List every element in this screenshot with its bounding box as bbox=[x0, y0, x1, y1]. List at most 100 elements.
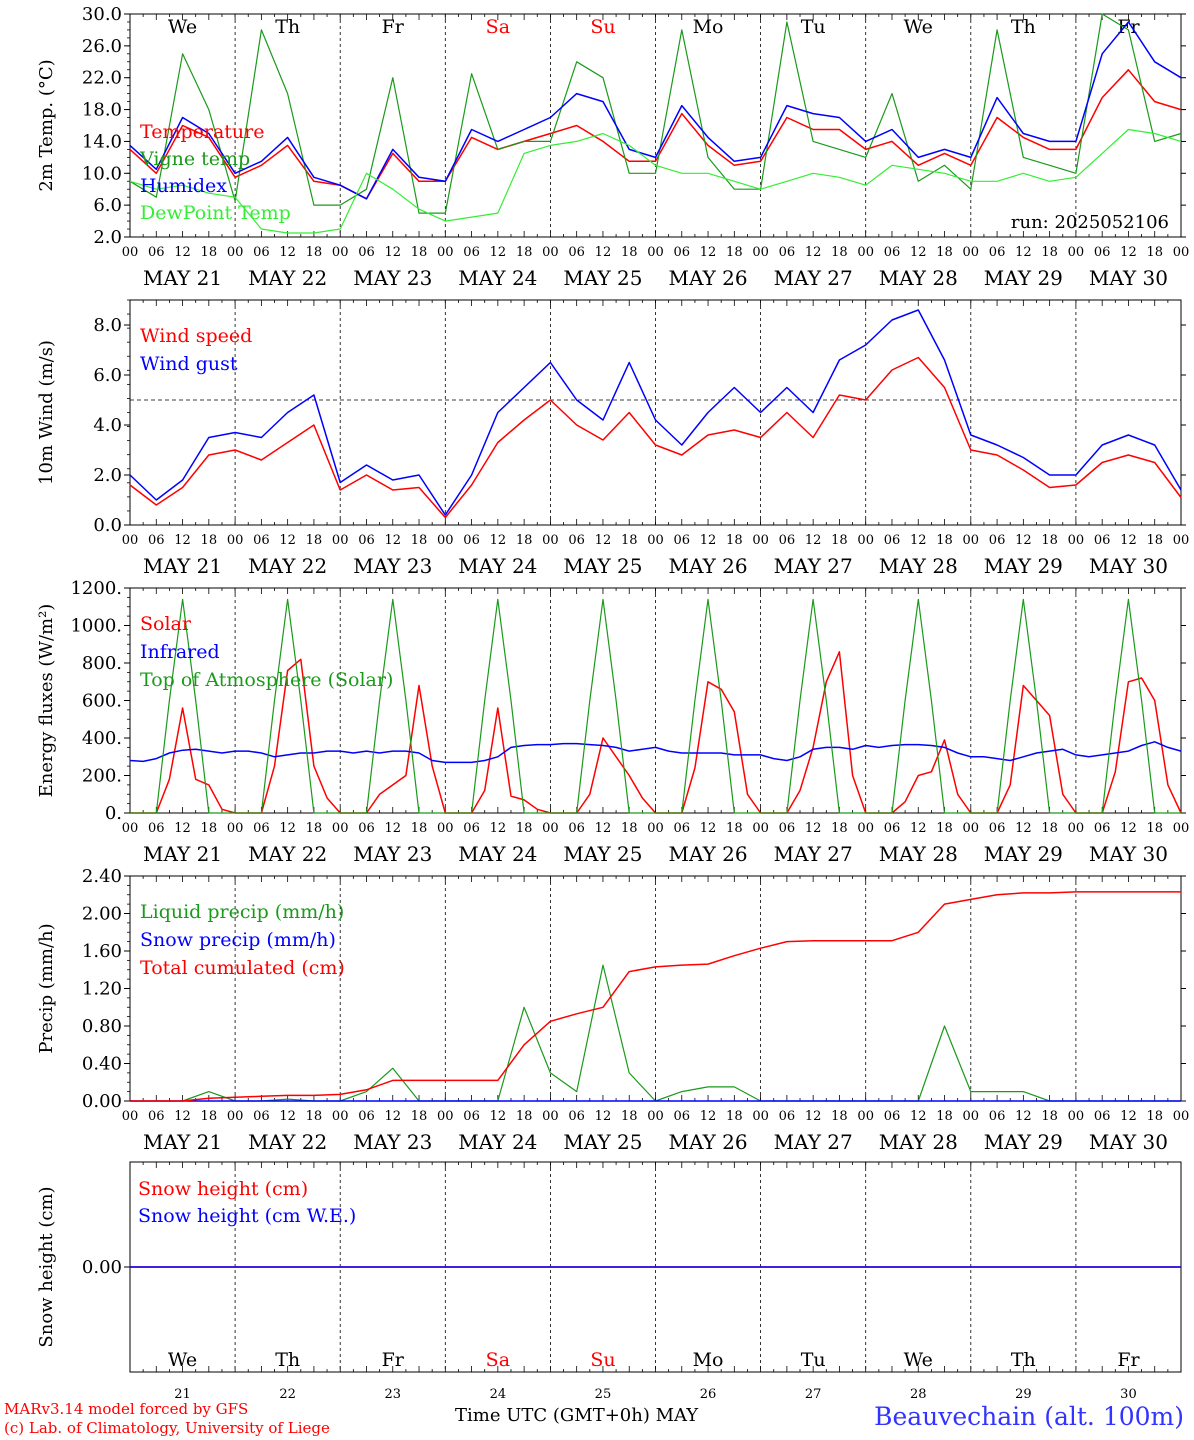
legend-entry: Wind speed bbox=[140, 325, 252, 347]
hour-tick-label: 18 bbox=[516, 821, 533, 836]
y-axis-label: Precip (mm/h) bbox=[36, 923, 57, 1053]
hour-tick-label: 12 bbox=[279, 245, 296, 260]
hour-tick-label: 12 bbox=[1015, 245, 1032, 260]
hour-tick-label: 06 bbox=[568, 821, 585, 836]
hour-tick-label: 18 bbox=[831, 821, 848, 836]
hour-tick-label: 06 bbox=[989, 533, 1006, 548]
day-number-label: 28 bbox=[910, 1387, 927, 1402]
hour-tick-label: 12 bbox=[805, 1109, 822, 1124]
hour-tick-label: 00 bbox=[857, 533, 874, 548]
hour-tick-label: 00 bbox=[1173, 821, 1190, 836]
series-line bbox=[129, 741, 1182, 764]
weekday-label: We bbox=[904, 16, 933, 38]
y-axis-label: 10m Wind (m/s) bbox=[36, 340, 57, 485]
y-tick-label: 2.0 bbox=[93, 227, 122, 248]
date-label: MAY 30 bbox=[1089, 842, 1168, 866]
hour-tick-label: 06 bbox=[463, 533, 480, 548]
hour-tick-label: 06 bbox=[884, 533, 901, 548]
hour-tick-label: 12 bbox=[700, 533, 717, 548]
day-number-label: 22 bbox=[279, 1387, 296, 1402]
hour-tick-label: 06 bbox=[884, 1109, 901, 1124]
hour-tick-label: 00 bbox=[227, 533, 244, 548]
hour-tick-label: 00 bbox=[332, 1109, 349, 1124]
date-label: MAY 23 bbox=[353, 1130, 432, 1154]
hour-tick-label: 00 bbox=[437, 533, 454, 548]
legend-entry: Solar bbox=[140, 613, 192, 635]
y-tick-label: 0. bbox=[105, 803, 122, 824]
y-tick-label: 0.00 bbox=[82, 1257, 122, 1278]
weekday-label: Fr bbox=[382, 16, 405, 38]
date-label: MAY 24 bbox=[458, 842, 537, 866]
y-tick-label: 0.00 bbox=[82, 1091, 122, 1112]
date-label: MAY 23 bbox=[353, 554, 432, 578]
weekday-label: Su bbox=[590, 1349, 615, 1371]
hour-tick-label: 06 bbox=[1094, 821, 1111, 836]
hour-tick-label: 18 bbox=[831, 245, 848, 260]
y-tick-label: 1.20 bbox=[82, 979, 122, 1000]
legend-entry: Temperature bbox=[140, 121, 264, 143]
legend-entry: Snow precip (mm/h) bbox=[140, 929, 336, 951]
hour-tick-label: 06 bbox=[884, 245, 901, 260]
y-tick-label: 1.60 bbox=[82, 941, 122, 962]
weekday-label: We bbox=[168, 16, 197, 38]
y-tick-label: 18.0 bbox=[82, 100, 122, 121]
legend-entry: Infrared bbox=[140, 641, 220, 663]
hour-tick-label: 00 bbox=[542, 1109, 559, 1124]
hour-tick-label: 12 bbox=[174, 533, 191, 548]
hour-tick-label: 06 bbox=[253, 821, 270, 836]
y-tick-label: 4.0 bbox=[93, 415, 122, 436]
y-tick-label: 22.0 bbox=[82, 68, 122, 89]
legend-entry: Total cumulated (cm) bbox=[140, 957, 345, 979]
hour-tick-label: 18 bbox=[306, 821, 323, 836]
panel-1: 2.0 6.0 10.0 14.0 18.0 22.0 26.0 30.0 2m Temp. (… bbox=[36, 4, 1189, 290]
hour-tick-label: 06 bbox=[674, 821, 691, 836]
hour-tick-label: 18 bbox=[831, 1109, 848, 1124]
date-label: MAY 29 bbox=[984, 266, 1063, 290]
run-label: run: 2025052106 bbox=[1011, 212, 1169, 233]
time-axis-label: Time UTC (GMT+0h) MAY bbox=[455, 1405, 699, 1426]
hour-tick-label: 18 bbox=[1146, 533, 1163, 548]
hour-tick-label: 00 bbox=[963, 1109, 980, 1124]
y-axis-label: 2m Temp. (°C) bbox=[36, 59, 57, 191]
y-tick-label: 6.0 bbox=[93, 195, 122, 216]
panel-5: 0.00 Snow height (cm) Snow height (cm) Snow… bbox=[36, 1161, 1182, 1402]
hour-tick-label: 12 bbox=[1120, 533, 1137, 548]
hour-tick-label: 06 bbox=[568, 245, 585, 260]
hour-tick-label: 18 bbox=[411, 245, 428, 260]
hour-tick-label: 06 bbox=[779, 1109, 796, 1124]
hour-tick-label: 18 bbox=[621, 1109, 638, 1124]
y-tick-label: 14.0 bbox=[82, 131, 122, 152]
weekday-label: Sa bbox=[486, 16, 510, 38]
hour-tick-label: 12 bbox=[174, 821, 191, 836]
hour-tick-label: 18 bbox=[201, 821, 218, 836]
hour-tick-label: 12 bbox=[910, 533, 927, 548]
hour-tick-label: 00 bbox=[647, 1109, 664, 1124]
hour-tick-label: 18 bbox=[621, 533, 638, 548]
date-label: MAY 23 bbox=[353, 266, 432, 290]
hour-tick-label: 00 bbox=[647, 533, 664, 548]
date-label: MAY 21 bbox=[143, 842, 222, 866]
day-number-label: 26 bbox=[700, 1387, 717, 1402]
y-tick-label: 8.0 bbox=[93, 315, 122, 336]
legend-entry: Humidex bbox=[140, 175, 227, 197]
legend-entry: Snow height (cm) bbox=[138, 1178, 308, 1200]
hour-tick-label: 00 bbox=[857, 821, 874, 836]
legend-entry: Snow height (cm W.E.) bbox=[138, 1205, 356, 1227]
date-label: MAY 25 bbox=[563, 1130, 642, 1154]
weekday-label: Th bbox=[275, 16, 300, 38]
legend-entry: Vigne temp bbox=[139, 148, 250, 170]
series-line bbox=[129, 21, 1182, 200]
hour-tick-label: 06 bbox=[989, 821, 1006, 836]
hour-tick-label: 00 bbox=[542, 533, 559, 548]
hour-tick-label: 00 bbox=[1173, 1109, 1190, 1124]
hour-tick-label: 18 bbox=[726, 533, 743, 548]
y-tick-label: 2.00 bbox=[82, 904, 122, 925]
lab-credit: (c) Lab. of Climatology, University of L… bbox=[4, 1419, 330, 1437]
hour-tick-label: 06 bbox=[568, 1109, 585, 1124]
hour-tick-label: 12 bbox=[1120, 821, 1137, 836]
hour-tick-label: 00 bbox=[1068, 245, 1085, 260]
legend-entry: Top of Atmosphere (Solar) bbox=[140, 669, 393, 691]
y-tick-label: 0.80 bbox=[82, 1016, 122, 1037]
date-label: MAY 21 bbox=[143, 1130, 222, 1154]
date-label: MAY 28 bbox=[879, 1130, 958, 1154]
